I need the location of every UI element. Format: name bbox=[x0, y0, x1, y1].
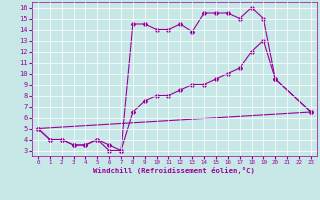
X-axis label: Windchill (Refroidissement éolien,°C): Windchill (Refroidissement éolien,°C) bbox=[93, 167, 255, 174]
